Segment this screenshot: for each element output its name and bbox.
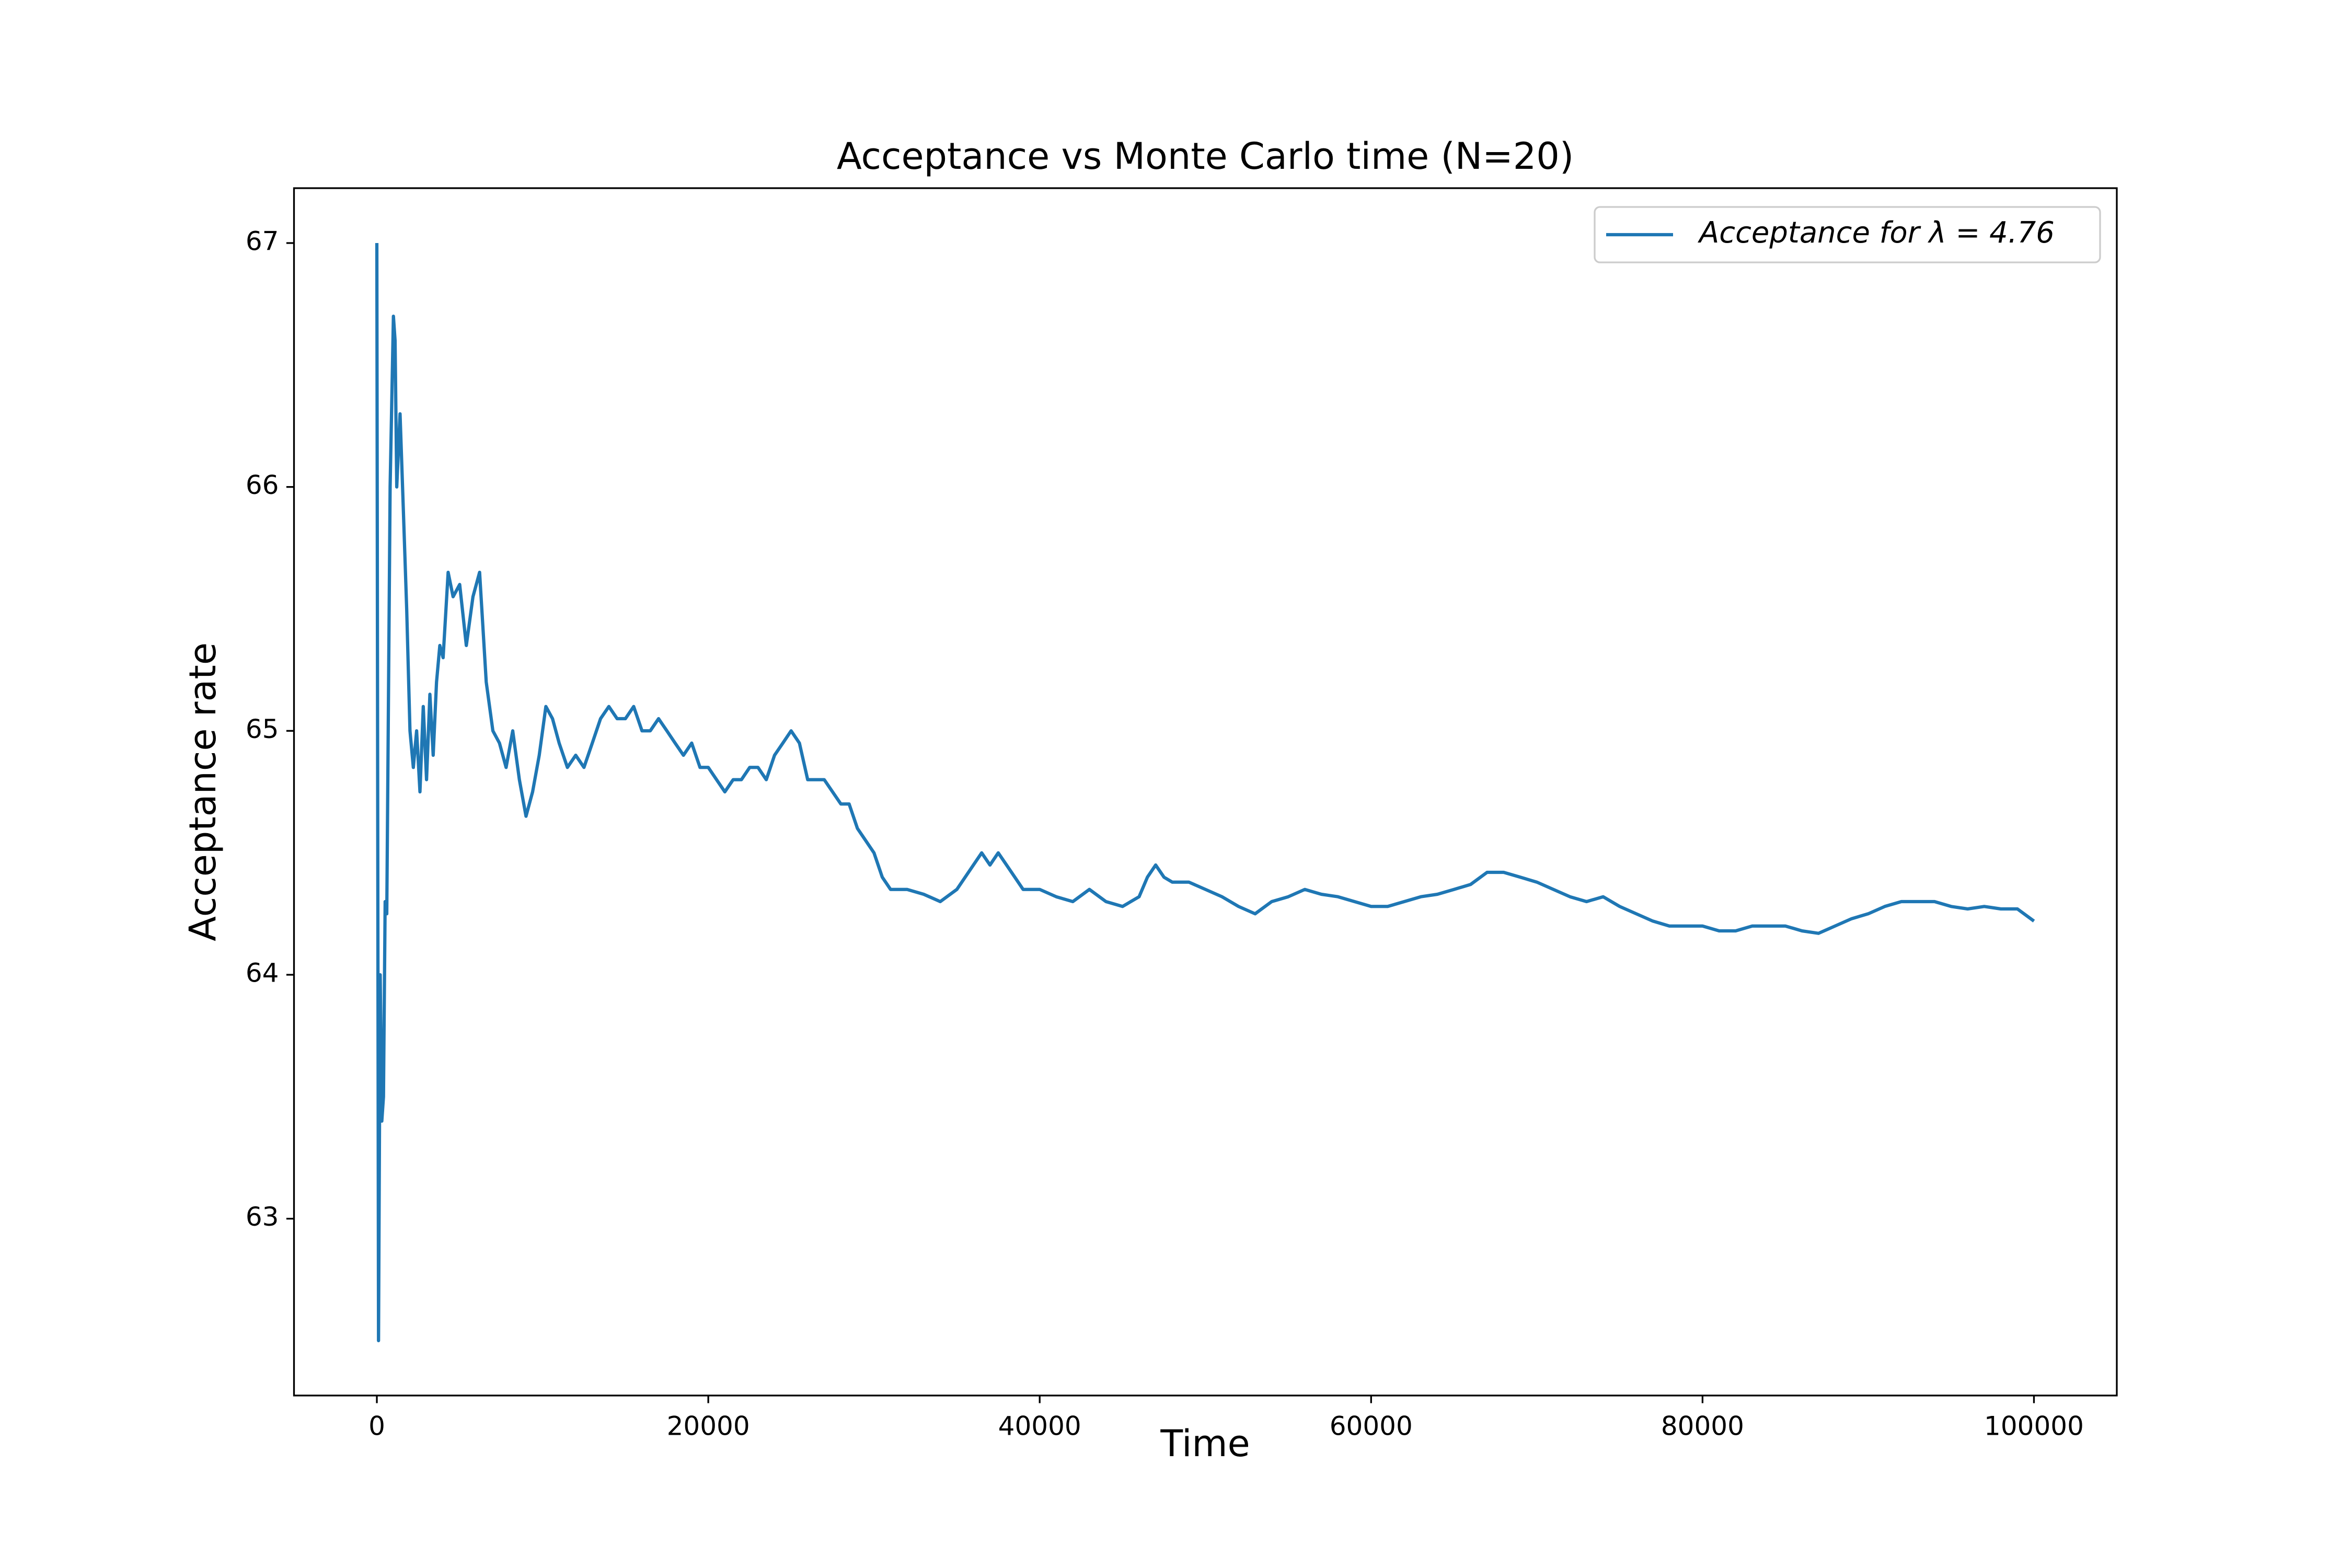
- y-axis-label: Acceptance rate: [181, 642, 224, 941]
- legend-label: Acceptance for λ = 4.76: [1698, 216, 2055, 250]
- y-tick-label: 66: [246, 470, 279, 500]
- chart-title: Acceptance vs Monte Carlo time (N=20): [837, 135, 1574, 178]
- x-axis-label: Time: [1160, 1422, 1250, 1465]
- x-tick-label: 20000: [667, 1411, 750, 1442]
- x-tick-label: 40000: [998, 1411, 1081, 1442]
- data-line: [375, 243, 2035, 1343]
- x-tick-label: 100000: [1984, 1411, 2084, 1442]
- y-tick-label: 63: [246, 1202, 279, 1232]
- legend-box: [1594, 206, 2101, 263]
- y-tick-label: 67: [246, 226, 279, 257]
- x-tick-label: 60000: [1330, 1411, 1413, 1442]
- y-tick-label: 64: [246, 958, 279, 988]
- x-tick-label: 0: [368, 1411, 385, 1442]
- y-tick-label: 65: [246, 714, 279, 744]
- x-tick-label: 80000: [1661, 1411, 1744, 1442]
- axes-frame: [293, 187, 2118, 1397]
